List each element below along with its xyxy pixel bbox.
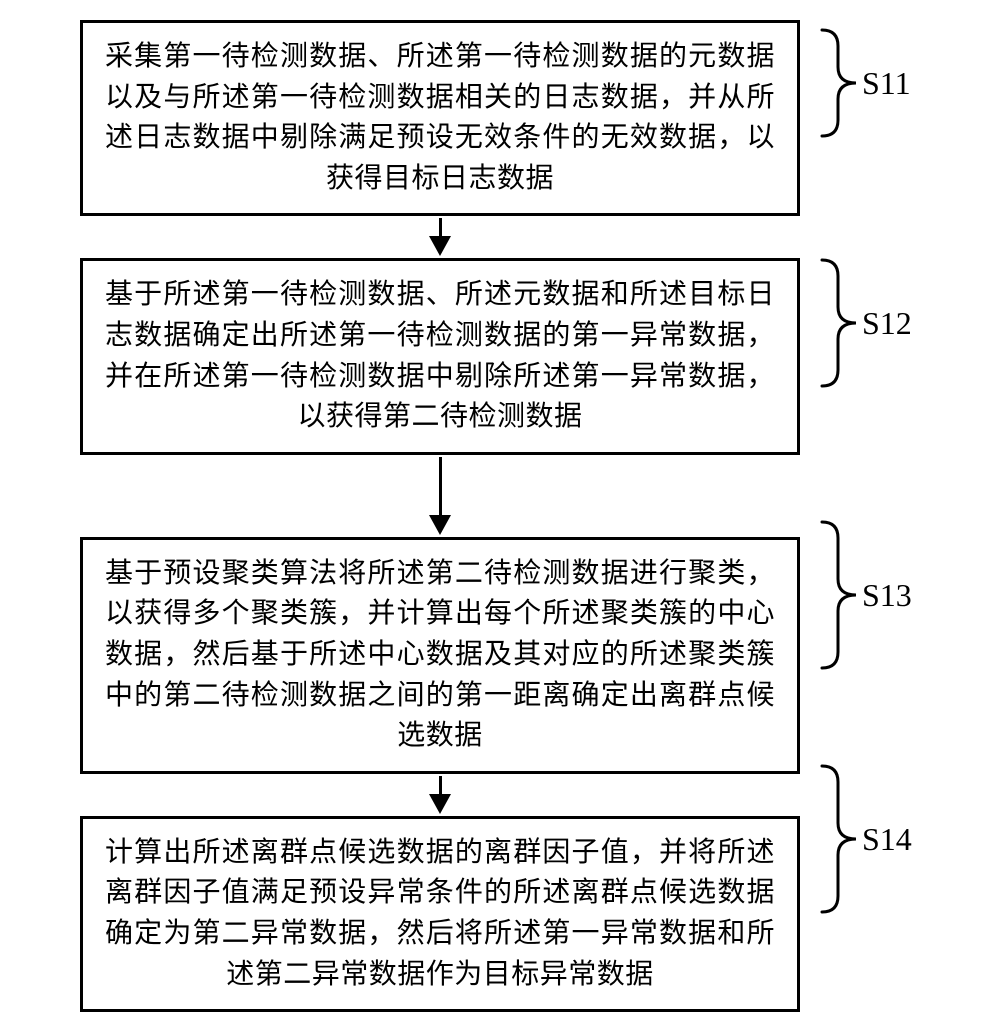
step-label-s14: S14 [820,764,860,914]
brace-icon [820,520,860,670]
step-label-text: S12 [862,305,912,342]
brace-icon [820,28,860,138]
step-box-s14: 计算出所述离群点候选数据的离群因子值，并将所述离群因子值满足预设异常条件的所述离… [80,816,800,1012]
step-label-text: S13 [862,577,912,614]
flow-arrow [429,218,451,256]
step-label-text: S11 [862,65,911,102]
step-box-s12: 基于所述第一待检测数据、所述元数据和所述目标日志数据确定出所述第一待检测数据的第… [80,258,800,454]
flow-arrow [429,776,451,814]
step-box-s11: 采集第一待检测数据、所述第一待检测数据的元数据以及与所述第一待检测数据相关的日志… [80,20,800,216]
flowchart-container: 采集第一待检测数据、所述第一待检测数据的元数据以及与所述第一待检测数据相关的日志… [60,20,820,1012]
step-label-text: S14 [862,821,912,858]
brace-icon [820,258,860,388]
step-box-s13: 基于预设聚类算法将所述第二待检测数据进行聚类，以获得多个聚类簇，并计算出每个所述… [80,537,800,774]
step-label-s12: S12 [820,258,860,388]
step-label-s11: S11 [820,28,860,138]
step-label-s13: S13 [820,520,860,670]
brace-icon [820,764,860,914]
flow-arrow [429,457,451,535]
